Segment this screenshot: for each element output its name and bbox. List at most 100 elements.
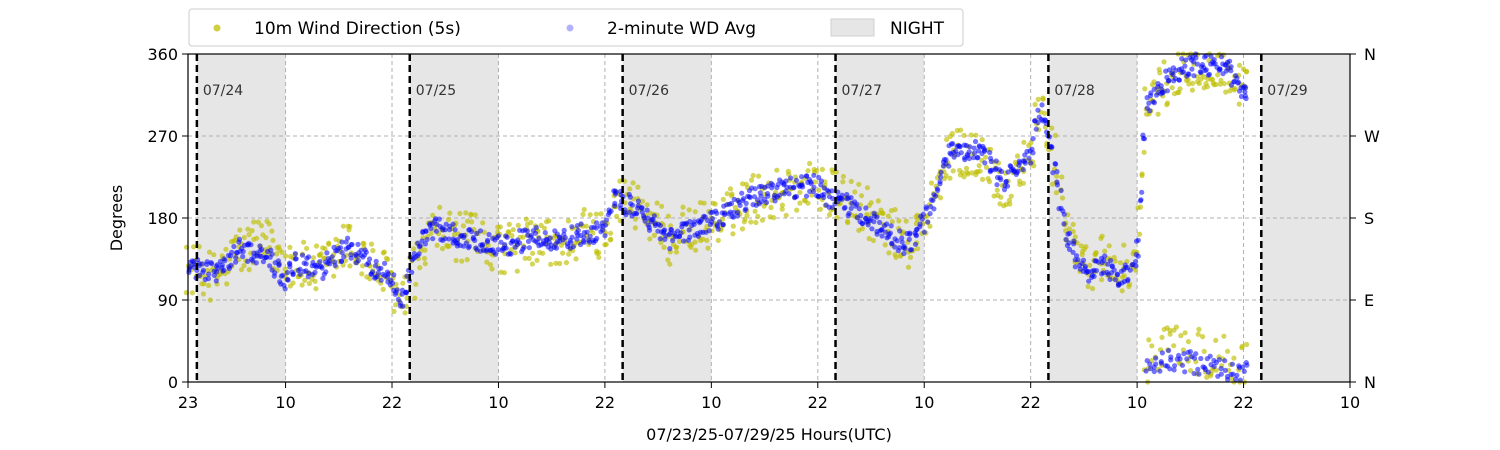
data-point: [400, 280, 406, 286]
data-point: [339, 250, 345, 256]
data-point: [614, 213, 620, 219]
data-point: [483, 248, 489, 254]
data-point: [275, 258, 281, 264]
data-point: [306, 280, 312, 287]
data-point: [557, 260, 563, 267]
data-point: [510, 227, 516, 233]
data-point: [645, 215, 651, 221]
data-point: [938, 169, 944, 175]
data-point: [765, 191, 771, 197]
data-point: [452, 227, 458, 233]
data-point: [295, 267, 301, 273]
data-point: [320, 275, 326, 282]
data-point: [533, 224, 539, 231]
data-point: [1147, 108, 1153, 114]
data-point: [1139, 189, 1145, 195]
data-point: [486, 231, 492, 238]
data-point: [251, 219, 257, 225]
data-point: [882, 242, 888, 248]
data-point: [317, 259, 323, 265]
data-point: [219, 262, 225, 268]
data-point: [229, 249, 235, 255]
data-point: [446, 236, 452, 242]
data-point: [297, 271, 303, 277]
data-point: [1171, 78, 1177, 84]
data-point: [430, 236, 436, 242]
data-point: [439, 246, 446, 252]
data-point: [1014, 153, 1021, 159]
data-point: [370, 248, 376, 254]
data-point: [534, 257, 540, 263]
data-point: [1237, 88, 1243, 94]
data-point: [720, 196, 726, 202]
data-point: [866, 236, 872, 242]
data-point: [681, 238, 687, 244]
data-point: [1061, 221, 1067, 227]
data-point: [395, 296, 401, 302]
data-point: [811, 172, 817, 178]
data-point: [1080, 257, 1087, 263]
data-point: [299, 252, 306, 258]
data-point: [463, 240, 469, 246]
data-point: [667, 246, 673, 252]
data-point: [269, 251, 275, 257]
data-point: [852, 199, 858, 205]
data-point: [459, 258, 465, 264]
data-point: [1179, 56, 1185, 62]
data-point: [983, 154, 989, 160]
data-point: [1048, 143, 1054, 150]
data-point: [777, 177, 783, 183]
data-point: [886, 250, 892, 256]
data-point: [607, 237, 613, 243]
data-point: [1218, 54, 1225, 60]
data-point: [840, 173, 847, 180]
data-point: [266, 221, 272, 227]
data-point: [1153, 355, 1159, 361]
data-point: [938, 174, 944, 180]
data-point: [807, 188, 813, 194]
data-point: [340, 223, 346, 229]
data-point: [268, 247, 274, 253]
data-point: [1143, 368, 1149, 374]
data-point: [676, 238, 683, 245]
data-point: [721, 210, 728, 216]
data-point: [1158, 83, 1164, 89]
data-point: [1211, 57, 1217, 63]
data-point: [1169, 85, 1175, 91]
data-point: [1201, 348, 1207, 354]
data-point: [345, 235, 351, 241]
data-point: [442, 227, 448, 233]
data-point: [657, 236, 663, 242]
data-point: [1165, 78, 1171, 84]
data-point: [830, 195, 836, 202]
data-point: [417, 243, 423, 249]
data-point: [829, 204, 836, 210]
day-label: 07/29: [1267, 83, 1307, 99]
x-tick-label: 22: [808, 393, 828, 412]
data-point: [1127, 267, 1133, 273]
data-point: [281, 282, 287, 288]
data-point: [1236, 101, 1242, 107]
data-point: [651, 232, 658, 238]
data-point: [1190, 80, 1196, 86]
data-point: [971, 145, 977, 151]
data-point: [360, 263, 366, 269]
data-point: [1030, 136, 1036, 142]
data-point: [797, 200, 803, 206]
data-point: [189, 290, 195, 296]
data-point: [618, 192, 624, 198]
data-point: [735, 213, 741, 219]
data-point: [1211, 363, 1217, 370]
data-point: [768, 204, 774, 211]
data-point: [720, 222, 726, 228]
data-point: [484, 259, 490, 265]
data-point: [1146, 337, 1152, 343]
data-point: [864, 185, 871, 191]
data-point: [635, 198, 642, 204]
data-point: [981, 148, 988, 154]
data-point: [824, 187, 830, 193]
data-point: [783, 178, 789, 184]
data-point: [187, 264, 193, 270]
data-point: [1141, 149, 1147, 155]
data-point: [1147, 361, 1153, 367]
